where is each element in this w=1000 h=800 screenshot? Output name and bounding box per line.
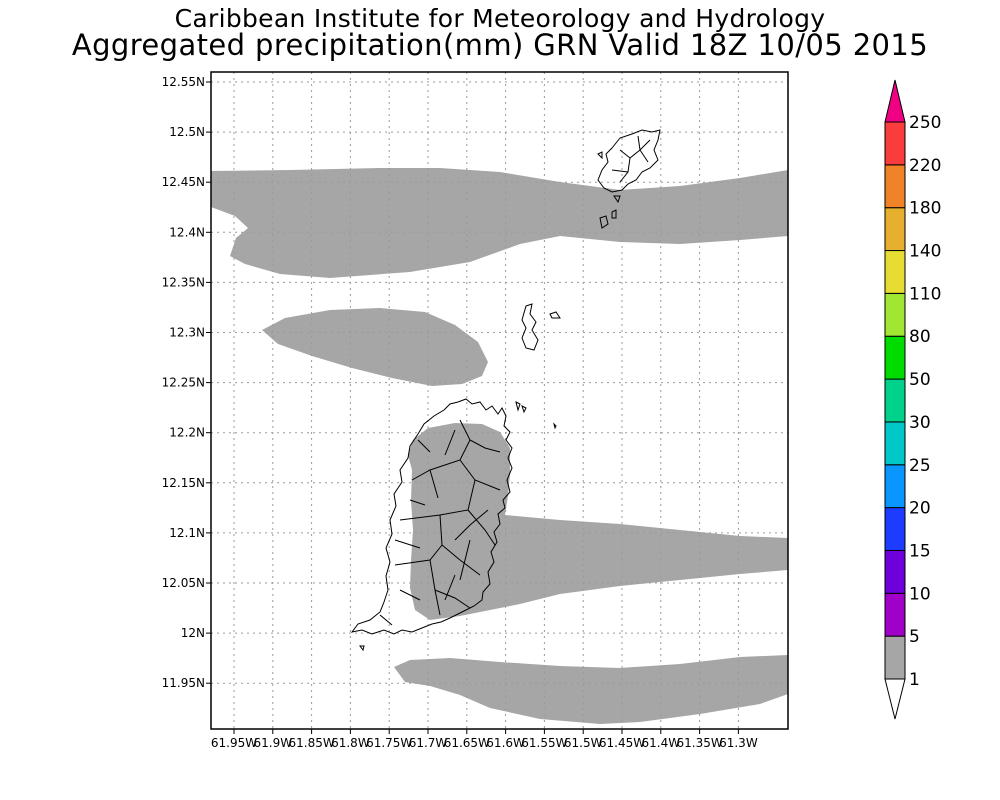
lon-tick-label: 61.95W — [211, 736, 257, 750]
colorbar-segment — [884, 292, 906, 337]
map-frame — [210, 71, 789, 730]
islet-10 — [359, 645, 365, 652]
grenada-island-outline — [350, 398, 513, 635]
lon-tick-label: 61.8W — [331, 736, 370, 750]
lon-tick-label: 61.7W — [409, 736, 448, 750]
colorbar-level-label: 20 — [909, 499, 931, 519]
lon-tick-label: 61.6W — [486, 736, 525, 750]
colorbar-segment — [884, 121, 906, 166]
precip-band-south — [394, 655, 788, 724]
colorbar-segment — [884, 549, 906, 594]
chart-subtitle: Aggregated precipitation(mm) GRN Valid 1… — [71, 28, 929, 62]
colorbar-level-label: 50 — [909, 370, 931, 390]
colorbar-segment — [884, 635, 906, 680]
islet-4 — [597, 151, 603, 160]
precip-band-north — [211, 168, 788, 278]
colorbar-segment — [884, 421, 906, 466]
lon-tick-label: 61.45W — [599, 736, 645, 750]
colorbar-above-triangle — [884, 79, 906, 123]
lat-tick-label: 12.05N — [162, 576, 205, 590]
lat-tick-label: 12.1N — [169, 526, 205, 540]
lon-tick-label: 61.5W — [564, 736, 603, 750]
lat-tick-label: 12.5N — [169, 125, 205, 139]
colorbar-level-label: 140 — [909, 242, 941, 262]
lat-tick-label: 12.45N — [162, 175, 205, 189]
precip-band-grenada — [408, 423, 788, 620]
lon-tick-label: 61.9W — [254, 736, 293, 750]
lat-tick-label: 12.3N — [169, 326, 205, 340]
lat-tick-label: 12.25N — [162, 376, 205, 390]
colorbar-level-label: 250 — [909, 113, 941, 133]
colorbar-segment — [884, 378, 906, 423]
islet-6 — [549, 311, 561, 319]
colorbar-segment — [884, 592, 906, 637]
islet-7 — [515, 401, 521, 412]
colorbar-level-label: 1 — [909, 670, 920, 690]
colorbar-segment — [884, 464, 906, 509]
colorbar-level-label: 30 — [909, 413, 931, 433]
lon-tick-label: 61.85W — [288, 736, 334, 750]
colorbar-segment — [884, 507, 906, 551]
colorbar-level-label: 110 — [909, 284, 941, 304]
colorbar-level-label: 15 — [909, 541, 931, 561]
lon-tick-label: 61.4W — [642, 736, 681, 750]
lat-tick-label: 11.95N — [162, 676, 205, 690]
lon-tick-label: 61.35W — [676, 736, 722, 750]
lat-tick-label: 12N — [181, 626, 205, 640]
colorbar-level-label: 220 — [909, 156, 941, 176]
grenada-parish-boundaries — [379, 419, 501, 626]
carriacou-parish-boundaries — [611, 135, 651, 183]
precip-blob-central — [262, 308, 488, 386]
colorbar-below-triangle — [884, 678, 906, 720]
lat-tick-label: 12.4N — [169, 225, 205, 239]
islet-9 — [553, 422, 557, 430]
lat-tick-label: 12.15N — [162, 476, 205, 490]
precip-shading — [211, 168, 788, 724]
lat-tick-label: 12.35N — [162, 275, 205, 289]
lat-tick-label: 12.2N — [169, 426, 205, 440]
lon-tick-label: 61.55W — [521, 736, 567, 750]
islet-5 — [521, 303, 539, 351]
colorbar-level-label: 25 — [909, 456, 931, 476]
colorbar-segment — [884, 335, 906, 380]
islands — [350, 129, 661, 652]
islet-3 — [613, 195, 621, 204]
latitude-labels: 12.55N 12.5N 12.45N 12.4N 12.35N 12.3N 12.25N 1… — [162, 75, 205, 690]
lon-tick-label: 61.3W — [719, 736, 758, 750]
lon-tick-label: 61.65W — [444, 736, 490, 750]
colorbar-segment — [884, 250, 906, 294]
colorbar-segment — [884, 164, 906, 209]
colorbar-segment — [884, 207, 906, 252]
map-ticks — [206, 81, 739, 734]
chart-title: Caribbean Institute for Meteorology and … — [174, 4, 826, 33]
longitude-labels: 61.95W61.9W61.85W61.8W61.75W61.7W61.65W6… — [211, 736, 758, 750]
carriacou-island-outline — [597, 129, 661, 193]
colorbar-level-label: 10 — [909, 584, 931, 604]
lat-tick-label: 12.55N — [162, 75, 205, 89]
islet-8 — [521, 405, 527, 414]
lon-tick-label: 61.75W — [366, 736, 412, 750]
colorbar-level-label: 5 — [909, 627, 920, 647]
map-gridlines — [211, 72, 788, 729]
colorbar-level-label: 80 — [909, 327, 931, 347]
colorbar-level-label: 180 — [909, 199, 941, 219]
islet-1 — [599, 215, 609, 229]
islet-2 — [611, 209, 617, 219]
